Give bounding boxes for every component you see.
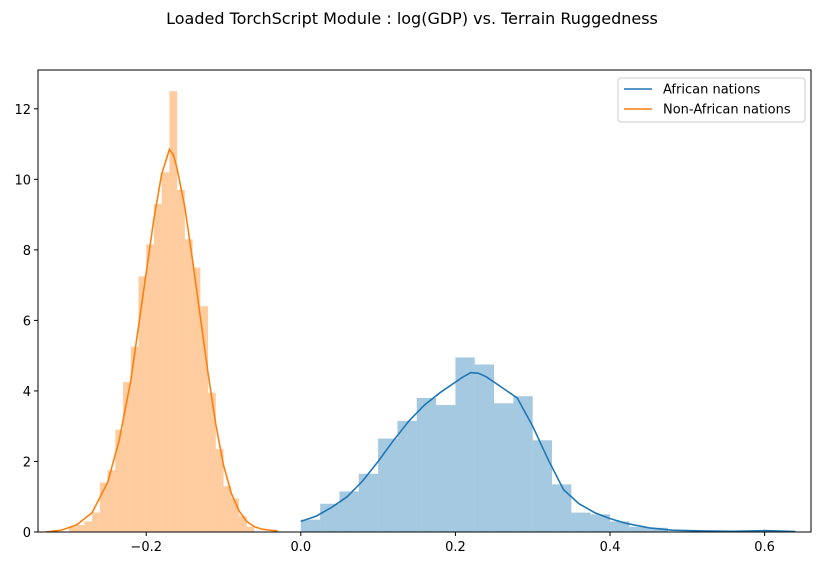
y-tick-label-3: 6	[23, 314, 31, 329]
x-tick-label-0: −0.2	[130, 540, 162, 555]
series-1-bar-15	[184, 239, 193, 532]
series-1-bar-14	[177, 189, 185, 533]
y-tick-label-6: 12	[14, 103, 31, 118]
x-tick-label-1: 0.0	[290, 540, 311, 555]
series-1-bar-9	[138, 276, 147, 532]
series-0-bar-11	[513, 396, 533, 532]
series-1-bar-6	[115, 429, 124, 532]
series-0-bar-8	[455, 357, 475, 532]
series-0-bar-3	[358, 473, 379, 532]
series-1-bar-20	[223, 486, 232, 532]
legend: African nations Non-African nations	[617, 77, 806, 123]
y-tick-label-5: 10	[14, 173, 31, 188]
series-0-bar-5	[397, 420, 417, 532]
series-0-bar-15	[590, 514, 611, 532]
axes-frame	[37, 69, 812, 533]
series-0-bar-7	[436, 405, 456, 532]
axes: −0.2 0.0 0.2 0.4 0.6 0 2 4 6 8 10 12	[14, 69, 812, 555]
series-0-bar-16	[610, 521, 630, 532]
series-1-bar-22	[238, 516, 247, 532]
legend-box	[617, 77, 806, 123]
series-1-bar-1	[76, 524, 85, 532]
x-tick-label-4: 0.6	[754, 540, 775, 555]
series-1-bar-19	[215, 449, 224, 532]
series-1-bar-3	[92, 512, 100, 532]
series-0-bars	[300, 357, 668, 532]
series-1-bar-7	[123, 382, 131, 532]
series-1-bar-4	[99, 482, 108, 532]
series-1-bar-2	[84, 521, 93, 532]
series-0-bar-12	[532, 440, 553, 532]
legend-label-1: Non-African nations	[663, 103, 791, 118]
y-tick-label-1: 2	[23, 455, 31, 470]
legend-label-0: African nations	[663, 83, 761, 98]
series-1-bars	[68, 91, 255, 533]
series-1-bar-5	[107, 470, 116, 532]
x-tick-label-2: 0.2	[445, 540, 466, 555]
series-1-bar-16	[192, 267, 201, 532]
series-1-kde-line	[45, 147, 278, 532]
series-0-kde-line	[300, 371, 796, 532]
chart-title: Loaded TorchScript Module : log(GDP) vs.…	[166, 9, 658, 28]
series-1-bar-21	[231, 498, 239, 532]
series-0-bar-4	[378, 438, 398, 532]
series-1-bar-13	[169, 91, 178, 532]
series-0-bar-10	[494, 403, 514, 532]
series-1-bar-10	[146, 244, 154, 533]
series-1-bar-0	[68, 526, 77, 532]
plot-area	[45, 91, 796, 533]
series-0-bar-17	[629, 526, 649, 532]
series-0-bar-9	[474, 364, 495, 532]
series-1-bar-18	[208, 392, 216, 532]
series-1-bar-17	[200, 306, 209, 532]
y-tick-label-0: 0	[23, 526, 31, 541]
series-1-bar-8	[130, 346, 139, 532]
x-tick-label-3: 0.4	[600, 540, 621, 555]
series-0-bar-0	[300, 519, 321, 532]
y-tick-label-2: 4	[23, 385, 31, 400]
series-0-bar-6	[416, 397, 437, 532]
y-tick-label-4: 8	[23, 244, 31, 259]
series-0-bar-13	[552, 484, 572, 532]
series-1-bar-23	[246, 526, 255, 532]
series-1-bar-12	[161, 172, 170, 532]
series-0-bar-14	[571, 512, 591, 532]
series-1-bar-11	[153, 204, 162, 533]
series-0-bar-18	[648, 527, 668, 532]
series-0-bar-2	[339, 491, 359, 532]
